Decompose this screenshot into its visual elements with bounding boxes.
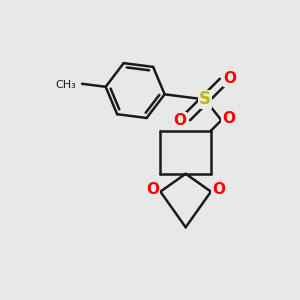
Text: O: O (173, 113, 186, 128)
Text: O: O (212, 182, 225, 197)
Text: O: O (224, 71, 237, 86)
Text: O: O (222, 111, 235, 126)
Text: O: O (146, 182, 160, 197)
Text: CH₃: CH₃ (56, 80, 76, 90)
Text: S: S (199, 91, 211, 109)
